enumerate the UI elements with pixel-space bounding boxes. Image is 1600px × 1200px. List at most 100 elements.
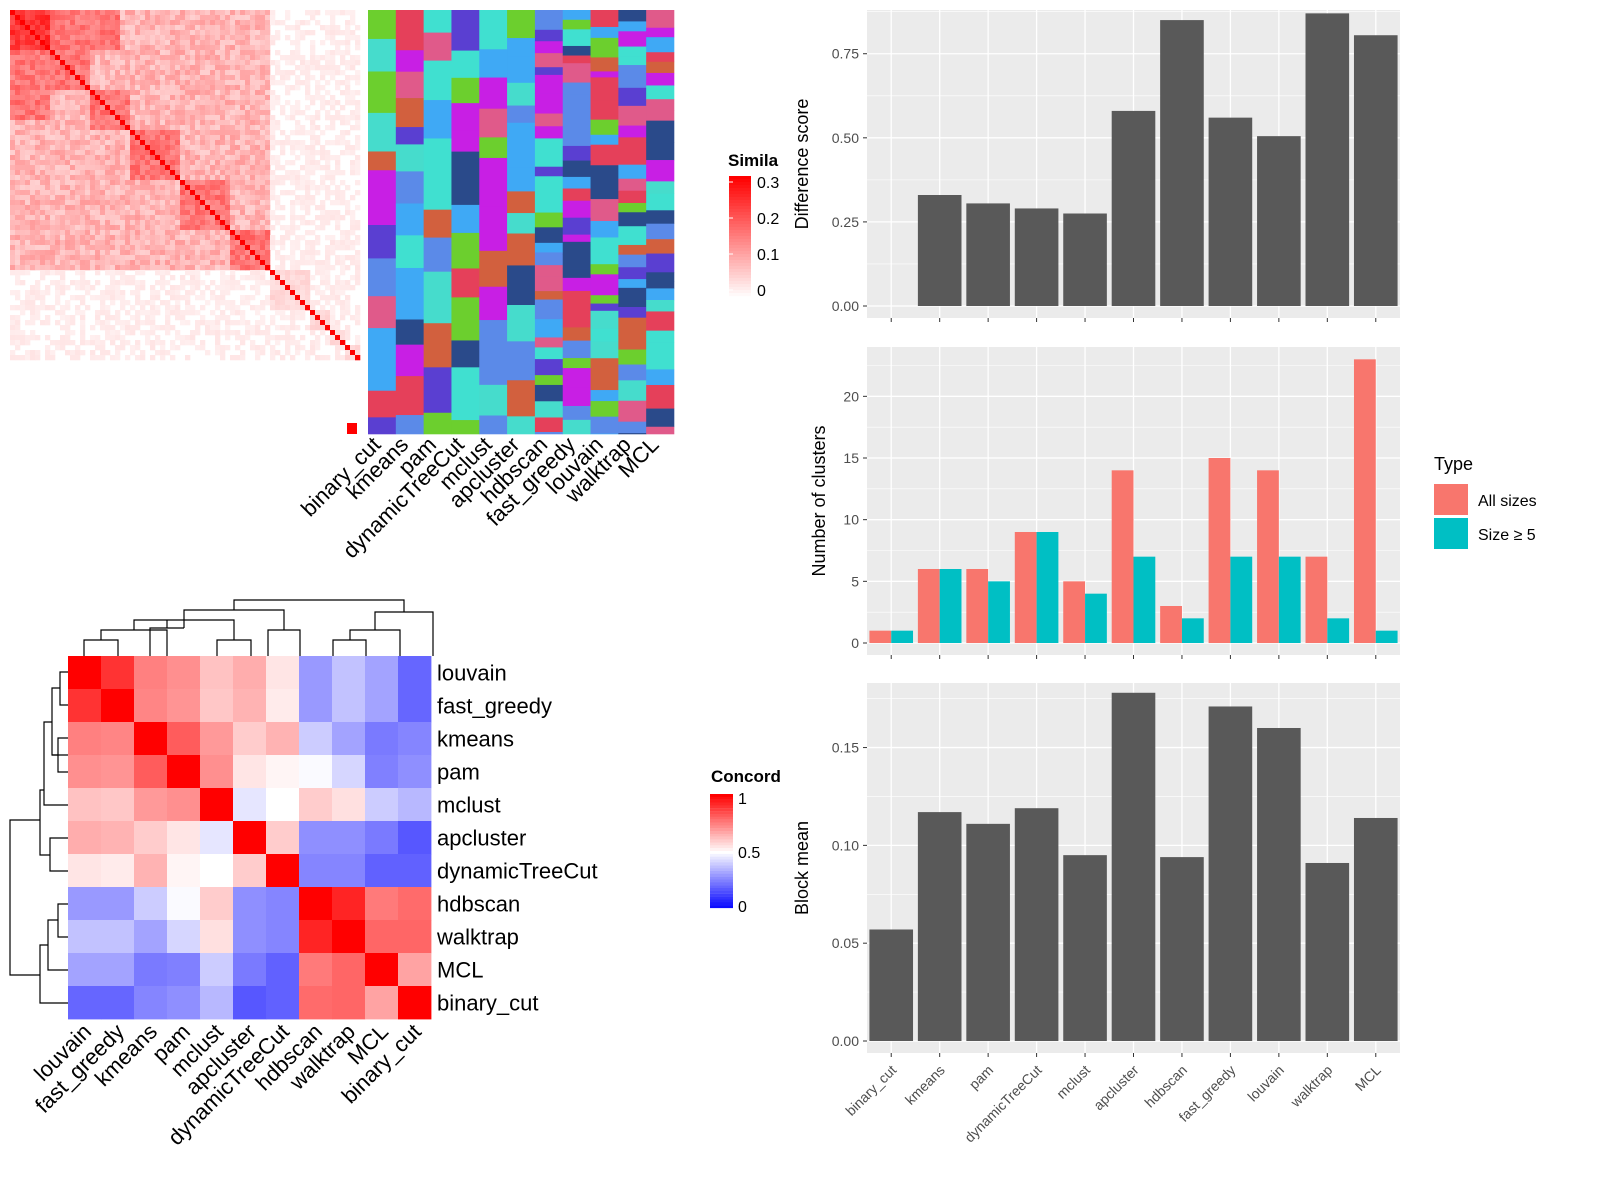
similarity-cell bbox=[40, 75, 46, 81]
concordance-cell bbox=[101, 788, 135, 822]
similarity-cell bbox=[175, 20, 181, 26]
similarity-cell bbox=[335, 300, 341, 306]
concordance-cell bbox=[365, 953, 399, 987]
similarity-cell bbox=[190, 230, 196, 236]
similarity-cell bbox=[40, 95, 46, 101]
similarity-cell bbox=[125, 65, 131, 71]
similarity-cell bbox=[290, 175, 296, 181]
similarity-cell bbox=[95, 45, 101, 51]
similarity-cell bbox=[140, 35, 146, 41]
similarity-cell bbox=[90, 215, 96, 221]
similarity-cell bbox=[185, 305, 191, 311]
similarity-cell bbox=[190, 215, 196, 221]
similarity-cell bbox=[235, 115, 241, 121]
similarity-cell bbox=[85, 175, 91, 181]
similarity-cell bbox=[245, 100, 251, 106]
similarity-cell bbox=[80, 245, 86, 251]
similarity-cell bbox=[95, 95, 101, 101]
similarity-cell bbox=[280, 225, 286, 231]
similarity-cell bbox=[335, 45, 341, 51]
similarity-cell bbox=[120, 250, 126, 256]
similarity-cell bbox=[195, 40, 201, 46]
similarity-cell bbox=[265, 255, 271, 261]
similarity-cell bbox=[175, 240, 181, 246]
similarity-cell bbox=[185, 175, 191, 181]
x-tick-label: mclust bbox=[1053, 1062, 1093, 1102]
similarity-cell bbox=[315, 140, 321, 146]
similarity-cell bbox=[275, 280, 281, 286]
similarity-cell bbox=[75, 280, 81, 286]
similarity-cell bbox=[25, 55, 31, 61]
similarity-cell bbox=[245, 210, 251, 216]
similarity-cell bbox=[290, 290, 296, 296]
similarity-cell bbox=[190, 140, 196, 146]
similarity-cell bbox=[335, 165, 341, 171]
similarity-cell bbox=[345, 265, 351, 271]
similarity-cell bbox=[170, 150, 176, 156]
similarity-cell bbox=[60, 280, 66, 286]
similarity-cell bbox=[40, 65, 46, 71]
similarity-cell bbox=[210, 160, 216, 166]
similarity-cell bbox=[35, 160, 41, 166]
similarity-cell bbox=[285, 35, 291, 41]
similarity-cell bbox=[185, 40, 191, 46]
similarity-cell bbox=[320, 325, 326, 331]
similarity-cell bbox=[60, 215, 66, 221]
similarity-cell bbox=[60, 50, 66, 56]
similarity-cell bbox=[135, 125, 141, 131]
similarity-cell bbox=[30, 300, 36, 306]
similarity-cell bbox=[220, 135, 226, 141]
similarity-cell bbox=[100, 325, 106, 331]
similarity-cell bbox=[135, 340, 141, 346]
similarity-cell bbox=[165, 145, 171, 151]
similarity-cell bbox=[290, 340, 296, 346]
similarity-cell bbox=[210, 40, 216, 46]
similarity-cell bbox=[85, 55, 91, 61]
similarity-cell bbox=[135, 155, 141, 161]
similarity-cell bbox=[245, 95, 251, 101]
similarity-cell bbox=[30, 205, 36, 211]
similarity-cell bbox=[230, 20, 236, 26]
similarity-cell bbox=[355, 155, 361, 161]
cluster-cell bbox=[646, 253, 675, 273]
similarity-cell bbox=[55, 20, 61, 26]
similarity-cell bbox=[255, 265, 261, 271]
similarity-cell bbox=[310, 10, 316, 16]
similarity-cell bbox=[60, 30, 66, 36]
similarity-cell bbox=[260, 270, 266, 276]
similarity-cell bbox=[130, 205, 136, 211]
cluster-cell bbox=[618, 178, 647, 192]
similarity-cell bbox=[120, 300, 126, 306]
similarity-cell bbox=[330, 250, 336, 256]
similarity-cell bbox=[165, 310, 171, 316]
similarity-cell bbox=[180, 35, 186, 41]
similarity-cell bbox=[330, 15, 336, 21]
concordance-cell bbox=[134, 920, 168, 954]
similarity-cell bbox=[255, 160, 261, 166]
similarity-cell bbox=[30, 230, 36, 236]
similarity-cell bbox=[260, 250, 266, 256]
similarity-cell bbox=[105, 245, 111, 251]
similarity-cell bbox=[350, 315, 356, 321]
similarity-cell bbox=[275, 165, 281, 171]
similarity-cell bbox=[130, 100, 136, 106]
concordance-cell bbox=[365, 986, 399, 1020]
similarity-cell bbox=[205, 150, 211, 156]
similarity-cell bbox=[95, 335, 101, 341]
cluster-cell bbox=[562, 241, 591, 255]
similarity-cell bbox=[120, 140, 126, 146]
similarity-cell bbox=[70, 150, 76, 156]
similarity-cell bbox=[200, 320, 206, 326]
legend-gradient-step bbox=[710, 888, 733, 891]
similarity-cell bbox=[80, 175, 86, 181]
similarity-cell bbox=[240, 15, 246, 21]
cluster-cell bbox=[423, 237, 452, 272]
similarity-cell bbox=[115, 90, 121, 96]
similarity-cell bbox=[320, 210, 326, 216]
similarity-cell bbox=[280, 20, 286, 26]
similarity-cell bbox=[305, 10, 311, 16]
similarity-cell bbox=[105, 55, 111, 61]
similarity-cell bbox=[40, 245, 46, 251]
similarity-cell bbox=[45, 195, 51, 201]
similarity-cell bbox=[85, 265, 91, 271]
